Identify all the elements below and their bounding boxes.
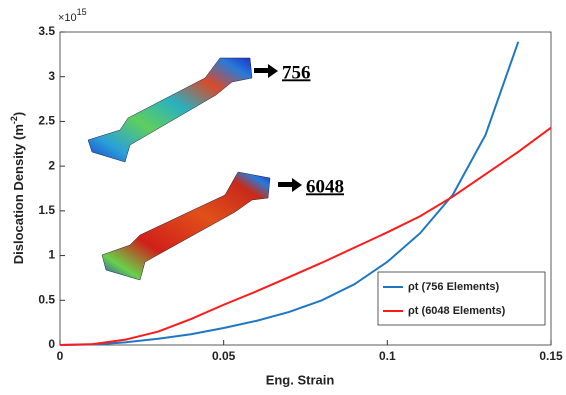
y-axis-label-sup: -2 [9, 116, 19, 124]
x-axis-label: Eng. Strain [266, 372, 335, 387]
y-tick-label: 3 [48, 69, 55, 83]
y-tick-label: 2 [48, 158, 55, 172]
y-axis-label-end: ) [11, 112, 26, 116]
x-tick-label: 0 [57, 349, 64, 363]
y-tick-label: 3.5 [38, 24, 55, 38]
y-tick-label: 1 [48, 248, 55, 262]
y-tick-label: 1.5 [38, 203, 55, 217]
legend-label: ρt (756 Elements) [408, 281, 500, 293]
annotation: 756 [282, 62, 311, 83]
x-tick-label: 0.15 [539, 349, 563, 363]
y-scale: ×1015 [58, 7, 87, 24]
y-scale-exponent: 15 [77, 7, 87, 17]
x-tick-label: 0.1 [379, 349, 396, 363]
y-tick-label: 0.5 [38, 292, 55, 306]
y-axis-label-text: Dislocation Density (m [11, 124, 26, 264]
y-tick-label: 0 [48, 337, 55, 351]
y-scale-base: ×10 [58, 12, 77, 24]
y-axis-label: Dislocation Density (m-2) [9, 112, 26, 265]
specimen-images [88, 58, 302, 280]
y-tick-label: 2.5 [38, 114, 55, 128]
chart: 756 6048 Eng. Strain Dislocation Density… [0, 0, 566, 395]
x-tick-label: 0.05 [212, 349, 236, 363]
annotation: 6048 [306, 176, 344, 197]
legend-label: ρt (6048 Elements) [408, 305, 506, 317]
